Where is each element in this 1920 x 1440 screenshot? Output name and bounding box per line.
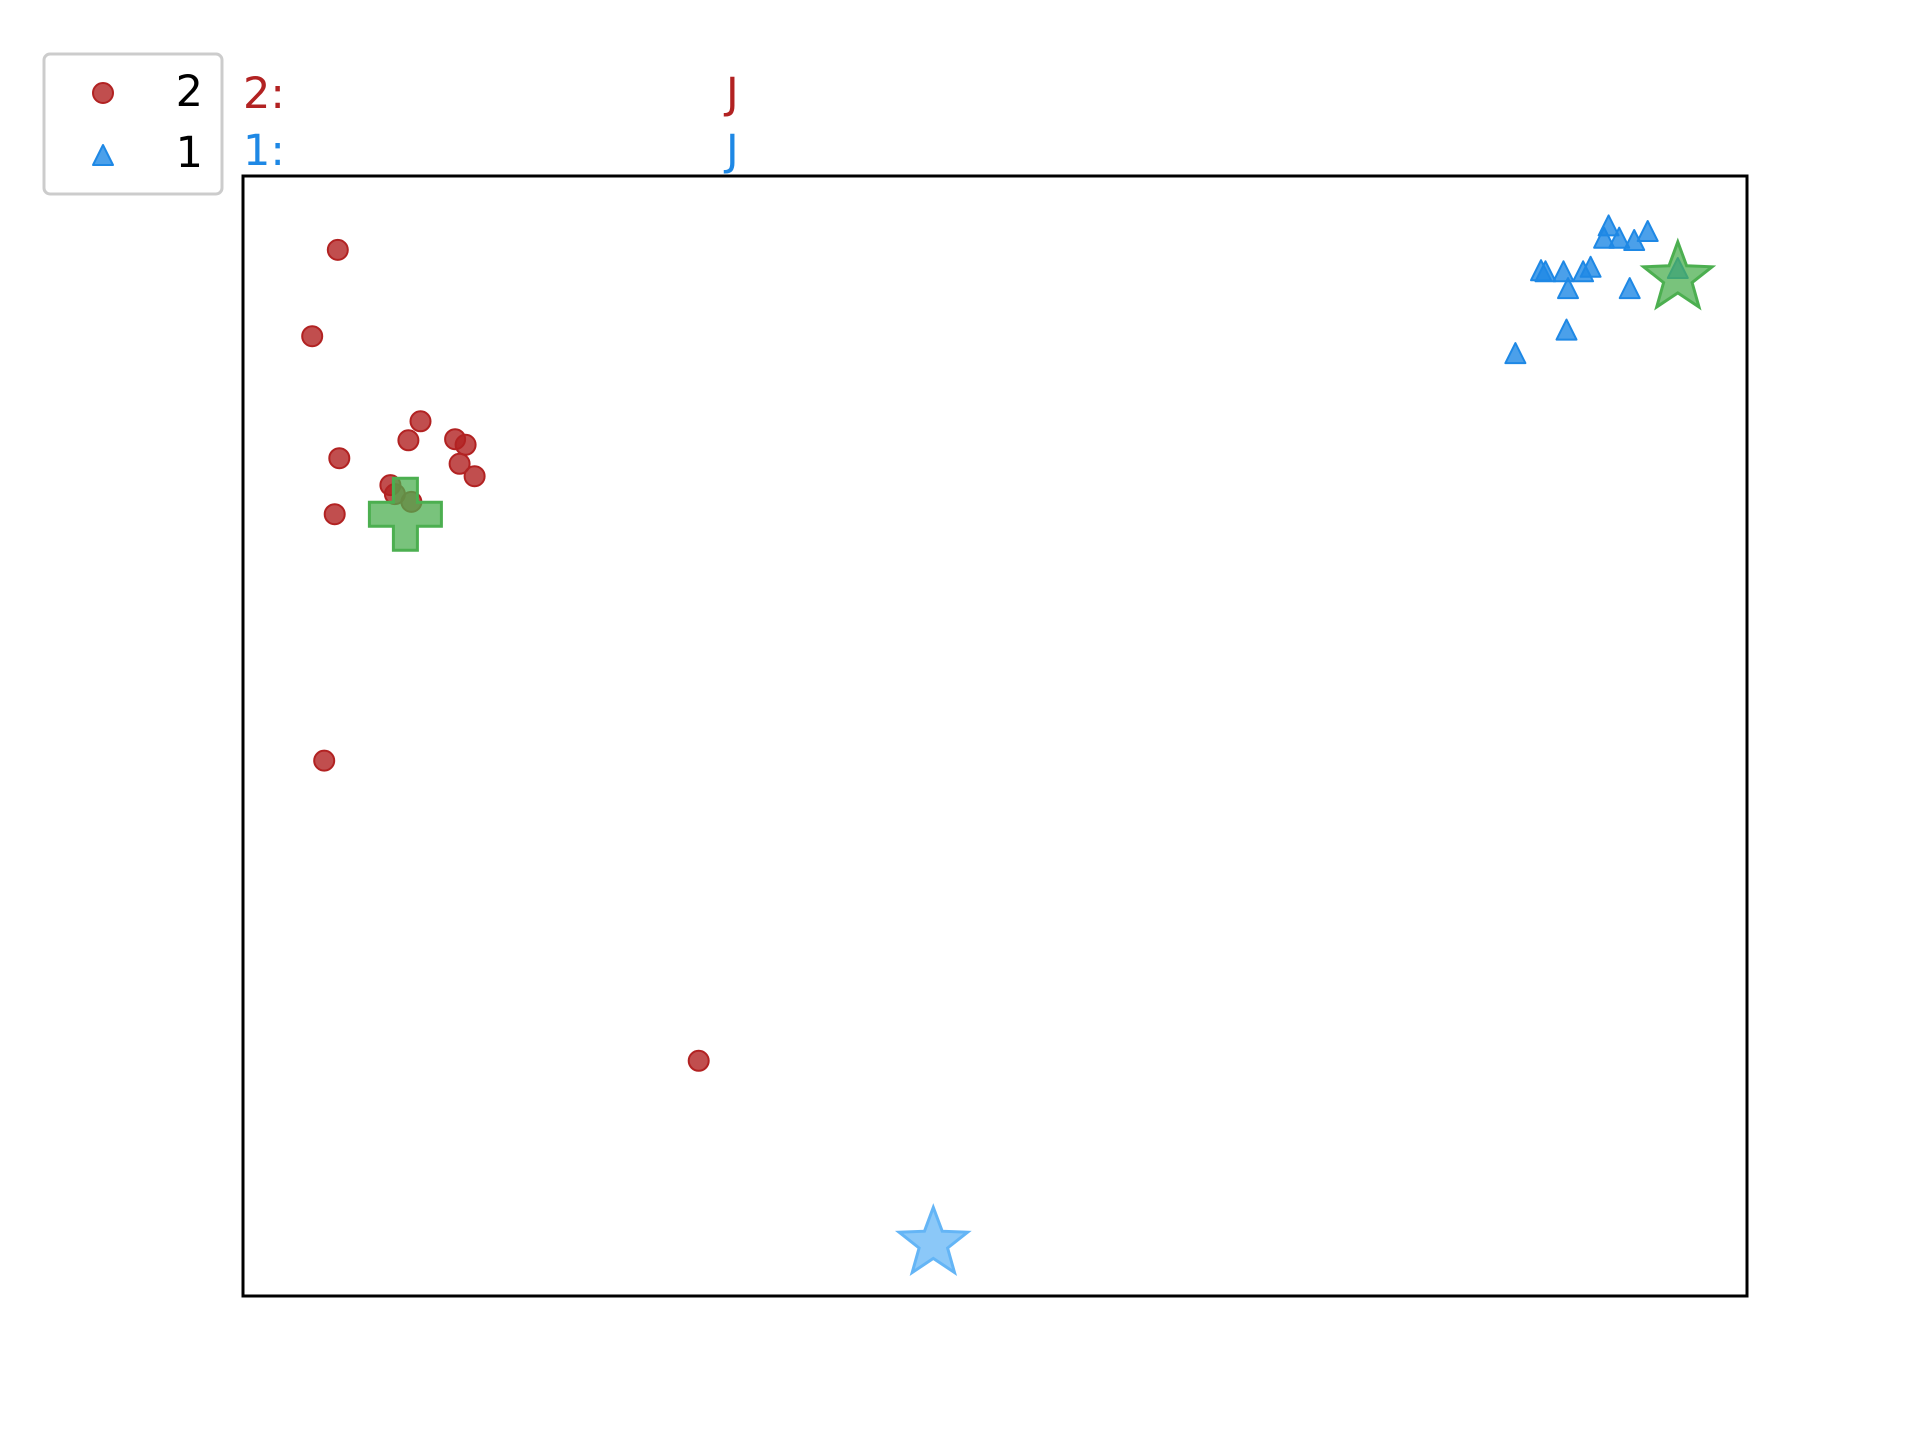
series-2-point-6	[328, 447, 351, 470]
series-1-point-1	[1593, 226, 1616, 249]
series-2-point-1	[301, 325, 324, 348]
series-2-point-12	[323, 503, 346, 526]
series-2-point-14	[687, 1049, 710, 1072]
plot-area	[241, 174, 1749, 1298]
series-1-point-11	[1618, 277, 1641, 300]
legend-marker-series-2	[92, 82, 114, 104]
legend-label-series-2: 2	[176, 67, 203, 117]
series-1-point-9	[1534, 260, 1557, 283]
series-1-point-14	[1504, 342, 1527, 365]
special-marker-star-2	[894, 1203, 972, 1277]
series-1-point-8	[1572, 260, 1595, 283]
legend-box	[42, 52, 224, 196]
series-1-point-7	[1552, 260, 1575, 283]
header-line-1-label: 1:	[243, 126, 285, 176]
series-2-point-3	[397, 429, 420, 452]
series-2-point-7	[448, 452, 471, 475]
plot-marks	[301, 214, 1717, 1277]
series-2-point-8	[463, 465, 486, 488]
header-line-1-value: J	[723, 126, 739, 176]
series-2-point-5	[454, 433, 477, 456]
header-line-2-label: 2:	[243, 69, 285, 119]
special-marker-plus-0	[367, 476, 443, 552]
series-1-point-13	[1555, 318, 1578, 341]
header-line-2-value: J	[723, 69, 739, 119]
series-1-point-2	[1608, 226, 1631, 249]
series-1-point-10	[1557, 277, 1579, 300]
series-2-point-13	[313, 749, 336, 772]
series-2-point-0	[326, 238, 349, 261]
legend-marker-series-1	[92, 144, 114, 166]
series-1-point-4	[1636, 220, 1659, 242]
series-2-point-2	[409, 410, 432, 433]
legend-label-series-1: 1	[176, 128, 203, 178]
special-marker-star-1	[1639, 237, 1717, 311]
